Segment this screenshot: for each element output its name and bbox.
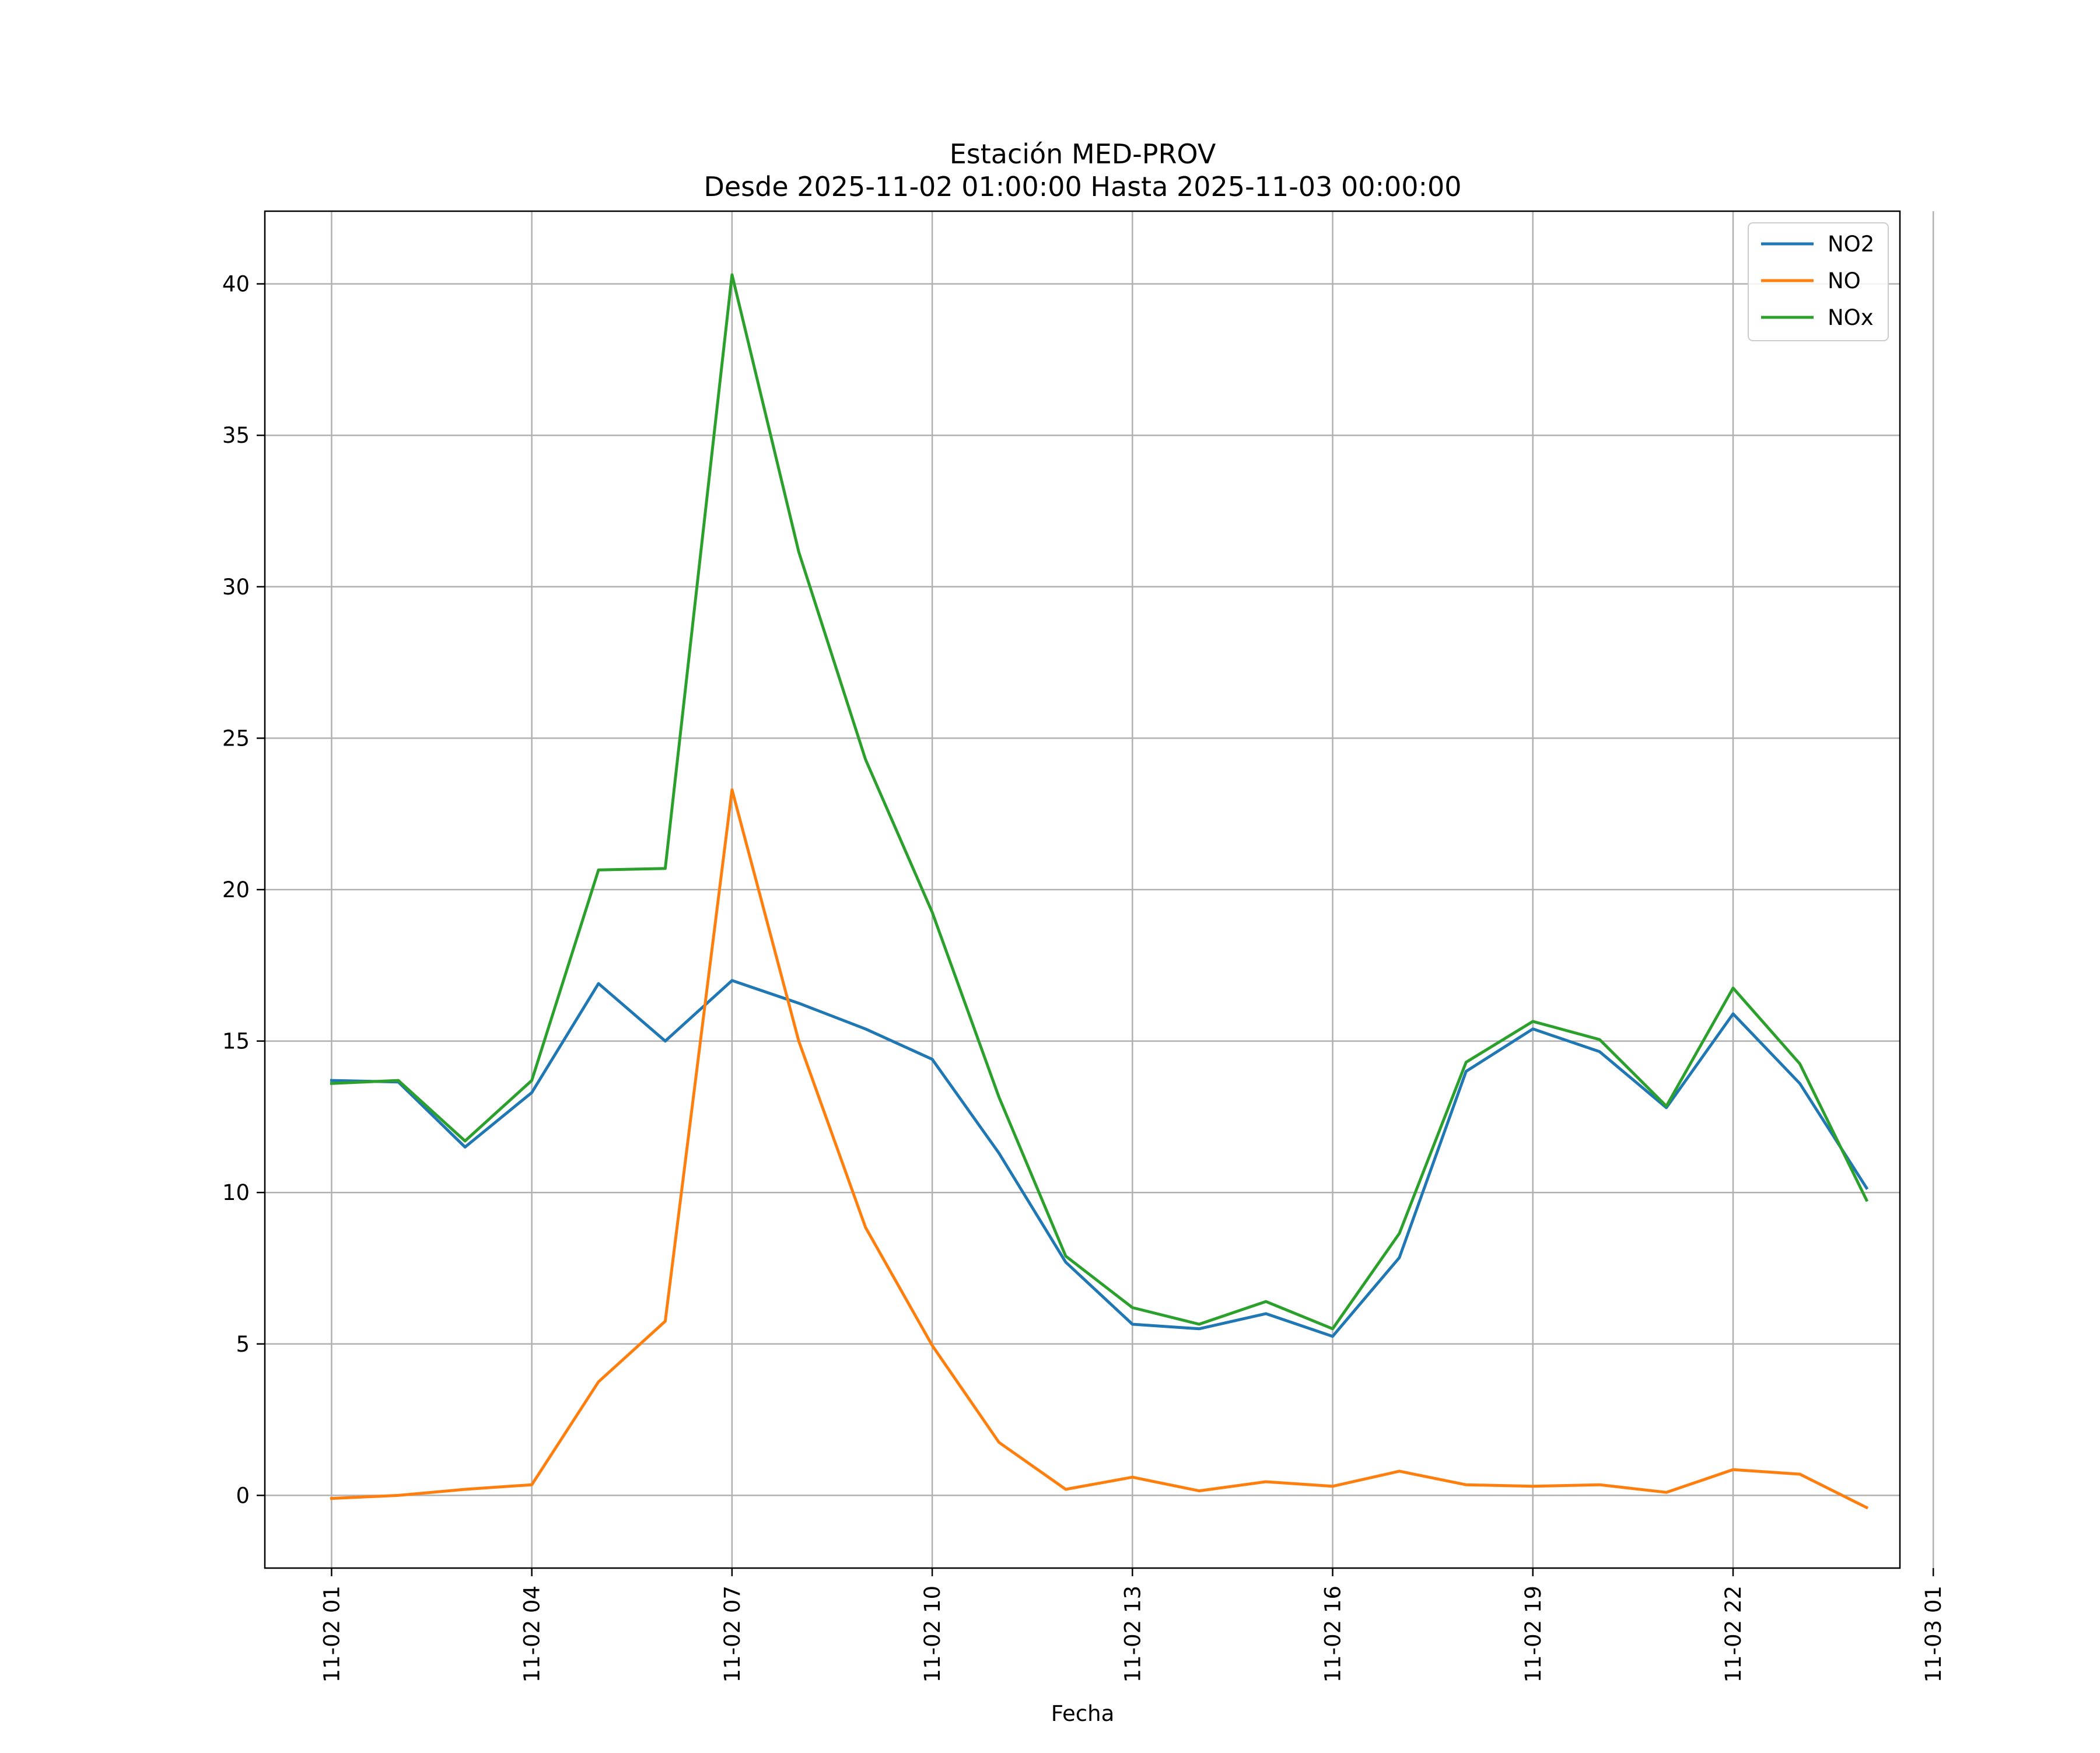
legend-label-no2: NO2 [1828,232,1874,257]
legend-box [1748,222,1889,341]
y-tick-label: 25 [222,726,250,751]
y-tick-label: 0 [236,1483,250,1508]
x-tick-label: 11-02 19 [1521,1586,1546,1682]
y-tick-label: 35 [222,423,250,448]
x-tick-label: 11-02 04 [520,1586,545,1682]
axis-ticks: 11-02 01 11-02 04 11-02 07 11-02 10 11-02 13… [222,272,1946,1683]
y-tick-label: 20 [222,877,250,902]
y-tick-label: 15 [222,1029,250,1054]
x-axis-label: Fecha [1051,1701,1115,1726]
legend-label-nox: NOx [1828,305,1874,330]
chart-subtitle: Desde 2025-11-02 01:00:00 Hasta 2025-11-… [704,171,1461,202]
x-tick-label: 11-02 13 [1120,1586,1145,1682]
y-tick-label: 30 [222,575,250,600]
series-line-nox [330,273,1869,1331]
x-tick-label: 11-02 01 [319,1586,344,1682]
legend: NO2 NO NOx [1748,222,1889,341]
y-tick-label: 5 [236,1332,250,1357]
grid-lines [265,211,1934,1568]
x-tick-label: 11-03 01 [1921,1586,1946,1682]
y-tick-label: 40 [222,272,250,297]
x-tick-label: 11-02 16 [1321,1586,1346,1682]
x-tick-label: 11-02 07 [720,1586,745,1682]
series-line-no [330,788,1869,1510]
x-tick-label: 11-02 10 [920,1586,945,1682]
legend-label-no: NO [1828,268,1861,293]
y-tick-label: 10 [222,1180,250,1205]
x-tick-label: 11-02 22 [1721,1586,1746,1682]
chart-title: Estación MED-PROV [950,138,1216,170]
series-line-no2 [330,979,1869,1338]
series-lines [330,273,1869,1510]
